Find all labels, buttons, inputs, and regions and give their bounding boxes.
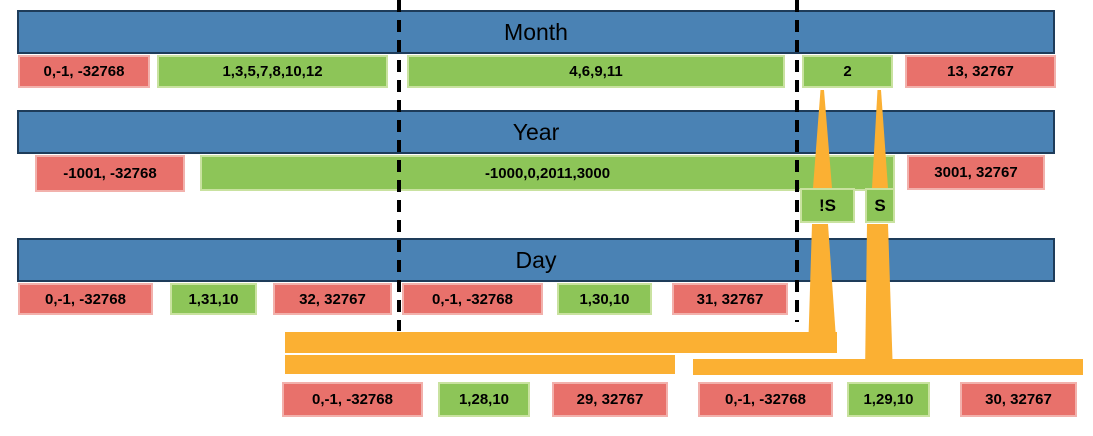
year-class-invalid-low: -1001, -32768 bbox=[35, 155, 185, 192]
connector-special-down-spike bbox=[865, 224, 893, 375]
connector-nonleap-horizontal-arm bbox=[285, 332, 837, 353]
year-class-invalid-high: 3001, 32767 bbox=[907, 155, 1045, 190]
day-class-invalid-high-30: 31, 32767 bbox=[672, 283, 788, 315]
day-class-invalid-high-31: 32, 32767 bbox=[273, 283, 392, 315]
connector-february-to-notspecial-spike bbox=[813, 90, 832, 188]
connector-february-to-special-spike bbox=[872, 90, 888, 188]
feb-nonleap-class-invalid-high: 29, 32767 bbox=[552, 382, 668, 417]
month-class-31-day-months: 1,3,5,7,8,10,12 bbox=[157, 55, 388, 88]
february-nonleap-scale-bar bbox=[285, 355, 675, 374]
feb-nonleap-class-invalid-low: 0,-1, -32768 bbox=[282, 382, 423, 417]
month-class-invalid-high: 13, 32767 bbox=[905, 55, 1056, 88]
year-title: Year bbox=[512, 118, 560, 145]
feb-leap-class-invalid-high: 30, 32767 bbox=[960, 382, 1077, 417]
year-class-valid: -1000,0,2011,3000 bbox=[200, 155, 895, 191]
feb-leap-class-valid: 1,29,10 bbox=[847, 382, 930, 417]
feb-leap-class-invalid-low: 0,-1, -32768 bbox=[698, 382, 833, 417]
day-class-valid-31: 1,31,10 bbox=[170, 283, 257, 315]
month-scale-bar: Month bbox=[17, 10, 1055, 54]
day-class-invalid-low-30: 0,-1, -32768 bbox=[402, 283, 543, 315]
month-class-invalid-low: 0,-1, -32768 bbox=[18, 55, 150, 88]
day-title: Day bbox=[515, 246, 557, 273]
connector-notspecial-down-spike bbox=[808, 224, 837, 353]
day-class-valid-30: 1,30,10 bbox=[557, 283, 652, 315]
flag-not-special-leap: !S bbox=[800, 188, 855, 223]
feb-nonleap-class-valid: 1,28,10 bbox=[438, 382, 530, 417]
month-class-february: 2 bbox=[802, 55, 893, 88]
month-title: Month bbox=[504, 18, 568, 45]
flag-special-leap: S bbox=[865, 188, 895, 223]
february-leap-scale-bar bbox=[693, 359, 1083, 375]
day-class-invalid-low-31: 0,-1, -32768 bbox=[18, 283, 153, 315]
month-class-30-day-months: 4,6,9,11 bbox=[407, 55, 785, 88]
